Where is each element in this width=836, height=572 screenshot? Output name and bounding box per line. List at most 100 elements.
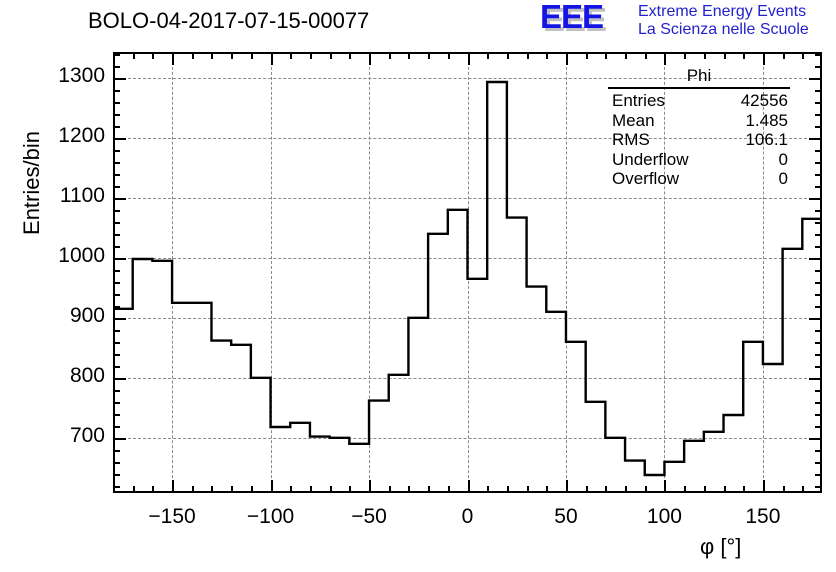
x-axis-tick [270, 480, 273, 493]
y-axis-tick [113, 77, 126, 80]
x-axis-tick-top [506, 52, 509, 59]
x-axis-tick-top [329, 52, 332, 59]
y-axis-tick [113, 353, 120, 356]
y-axis-tick [113, 449, 120, 452]
x-axis-tick-top [152, 52, 155, 59]
x-axis-tick [506, 486, 509, 493]
page-title: BOLO-04-2017-07-15-00077 [88, 8, 370, 33]
x-axis-tick-top [762, 52, 765, 65]
stats-row: Underflow 0 [608, 150, 790, 170]
x-axis-tick [211, 486, 214, 493]
y-axis-tick-right [815, 341, 822, 344]
x-axis-tick-label: 100 [646, 505, 682, 528]
x-axis-tick-top [408, 52, 411, 59]
x-gridline [762, 52, 764, 493]
y-axis-tick [113, 377, 126, 380]
stats-row: Mean 1.485 [608, 111, 790, 131]
y-axis-tick-right [809, 137, 822, 140]
y-axis-tick [113, 365, 120, 368]
x-axis-tick [684, 486, 687, 493]
x-axis-tick [172, 480, 175, 493]
x-axis-tick [743, 486, 746, 493]
x-gridline [664, 52, 666, 493]
histogram-step-path [113, 80, 822, 493]
y-axis-tick [113, 341, 120, 344]
y-axis-tick-right [815, 281, 822, 284]
x-axis-tick [526, 486, 529, 493]
stats-box-title: Phi [686, 66, 712, 85]
x-axis-tick-label: −50 [351, 505, 387, 528]
y-axis-tick [113, 425, 120, 428]
y-axis-tick [113, 257, 126, 260]
y-axis-tick [113, 197, 126, 200]
y-axis-tick [113, 401, 120, 404]
y-axis-tick-right [815, 269, 822, 272]
y-axis-tick-right [809, 317, 822, 320]
y-axis-tick-label: 1000 [58, 243, 105, 267]
y-axis-tick [113, 173, 120, 176]
stats-row-value: 0 [778, 149, 788, 169]
y-axis-tick [113, 101, 120, 104]
x-axis-tick [447, 486, 450, 493]
x-axis-tick [152, 486, 155, 493]
eee-logo-mark: EEE [540, 0, 604, 35]
x-axis-title: φ [°] [700, 534, 742, 559]
y-axis-tick [113, 413, 120, 416]
x-axis-tick-top [447, 52, 450, 59]
y-axis-tick [113, 461, 120, 464]
x-axis-tick [605, 486, 608, 493]
eee-logo: EEE Extreme Energy Events La Scienza nel… [540, 0, 836, 38]
y-axis-tick [113, 485, 120, 488]
x-axis-tick [625, 486, 628, 493]
x-axis-tick-top [270, 52, 273, 65]
x-axis-tick [132, 486, 135, 493]
x-axis-tick [723, 486, 726, 493]
x-axis-tick-label: −100 [246, 505, 295, 528]
plot-area: 700 800 900 1000 1100 1200 1300 −150 −100 −50 0 50 1… [58, 52, 822, 528]
y-axis-tick [113, 221, 120, 224]
stats-row: RMS 106.1 [608, 130, 790, 150]
x-axis-tick-top [526, 52, 529, 59]
stats-box-divider [608, 87, 790, 89]
stats-row-value: 42556 [740, 91, 788, 110]
y-axis-tick [113, 245, 120, 248]
y-axis-tick-right [815, 425, 822, 428]
y-axis-tick-right [815, 449, 822, 452]
x-axis-tick [487, 486, 490, 493]
x-axis-tick [290, 486, 293, 493]
y-axis-tick-label: 700 [69, 423, 105, 447]
y-axis-tick-right [815, 401, 822, 404]
y-axis-tick-right [815, 149, 822, 152]
x-axis-tick-top [132, 52, 135, 59]
y-axis-tick [113, 293, 120, 296]
x-axis-tick-label: 50 [554, 505, 578, 528]
y-axis-tick-right [815, 113, 822, 116]
y-axis-tick-right [815, 101, 822, 104]
y-axis-tick-right [815, 161, 822, 164]
histogram-series [113, 80, 822, 493]
y-axis-tick [113, 317, 126, 320]
stats-row-label: Entries [612, 91, 665, 110]
y-axis-tick-right [815, 389, 822, 392]
stats-row-value: 106.1 [745, 130, 788, 149]
x-axis-tick [664, 480, 667, 493]
stats-row-label: RMS [612, 130, 650, 149]
x-axis-tick [565, 480, 568, 493]
x-axis-tick [250, 486, 253, 493]
x-axis-tick-top [231, 52, 234, 59]
x-axis-tick [191, 486, 194, 493]
y-axis-tick [113, 113, 120, 116]
eee-logo-line2: La Scienza nelle Scuole [638, 21, 809, 38]
y-axis-tick-right [815, 53, 822, 56]
x-axis-tick [762, 480, 765, 493]
y-axis-tick-right [815, 209, 822, 212]
y-axis-tick-right [815, 185, 822, 188]
stats-row: Entries 42556 [608, 91, 790, 111]
x-axis-tick [231, 486, 234, 493]
x-axis-tick-label: −150 [148, 505, 196, 528]
x-axis-tick-top [191, 52, 194, 59]
y-axis-tick-right [815, 221, 822, 224]
x-axis-tick-top [309, 52, 312, 59]
x-axis-tick-top [625, 52, 628, 59]
y-axis-tick-right [815, 473, 822, 476]
